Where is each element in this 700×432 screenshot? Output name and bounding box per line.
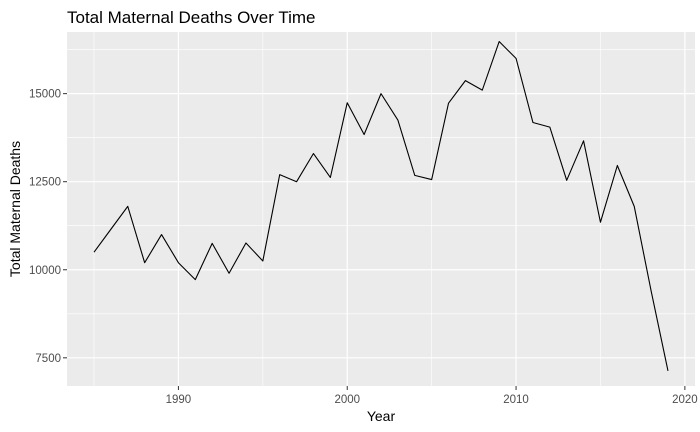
y-tick-label: 15000	[29, 89, 61, 101]
minor-gridlines	[67, 32, 695, 386]
plot-panel	[67, 32, 695, 386]
x-tick-label: 2010	[503, 394, 529, 406]
x-axis-ticks: 1990 2000 2010 2020	[166, 386, 698, 406]
y-tick-label: 12500	[29, 177, 61, 189]
x-tick-label: 2020	[672, 394, 698, 406]
chart-title: Total Maternal Deaths Over Time	[67, 8, 315, 27]
x-axis-title: Year	[367, 408, 396, 424]
series-line	[93, 40, 669, 371]
y-tick-label: 7500	[35, 353, 61, 365]
y-axis-ticks: 7500 10000 12500 15000	[29, 89, 67, 365]
x-tick-label: 1990	[166, 394, 192, 406]
x-tick-label: 2000	[334, 394, 360, 406]
y-axis-title: Total Maternal Deaths	[7, 141, 23, 277]
y-tick-label: 10000	[29, 265, 61, 277]
major-gridlines	[67, 32, 695, 386]
series-layer	[93, 40, 669, 371]
